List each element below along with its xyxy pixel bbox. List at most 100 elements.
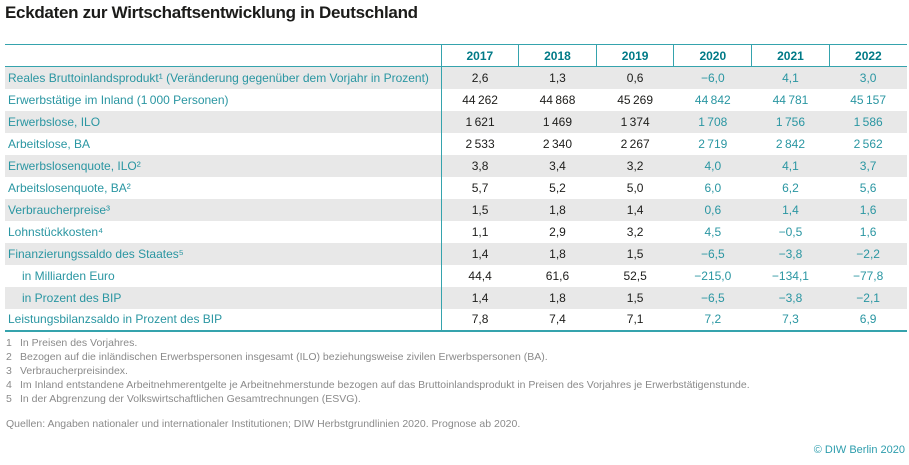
value-cell: 2 533 bbox=[465, 136, 495, 151]
value-cell: 5,6 bbox=[859, 180, 877, 195]
value-cell: 1,8 bbox=[549, 290, 566, 305]
value-cell: 4,0 bbox=[704, 158, 722, 173]
value-cell: 1,8 bbox=[549, 202, 566, 217]
footnote-line: 5 In der Abgrenzung der Volkswirtschaftli… bbox=[6, 392, 750, 406]
row-label: Erwerbstätige im Inland (1 000 Personen) bbox=[5, 88, 442, 111]
value-cell: 1 621 bbox=[465, 114, 495, 129]
value-cell: 44,4 bbox=[468, 268, 492, 283]
footnote-line: 3 Verbraucherpreisindex. bbox=[6, 364, 750, 378]
value-cell: 7,3 bbox=[751, 308, 830, 332]
value-cell: 6,2 bbox=[782, 180, 799, 195]
row-label: Leistungsbilanzsaldo in Prozent des BIP bbox=[5, 308, 442, 332]
page-title: Eckdaten zur Wirtschaftsentwicklung in D… bbox=[5, 3, 418, 22]
value-cell: −3,8 bbox=[778, 290, 803, 305]
footnote-number: 2 bbox=[6, 351, 12, 363]
value-cell: −2,1 bbox=[856, 290, 880, 305]
row-label: Reales Bruttoinlandsprodukt¹ (Veränderun… bbox=[5, 66, 442, 89]
footnote-text: In der Abgrenzung der Volkswirtschaftlic… bbox=[20, 393, 361, 405]
value-cell: 1 756 bbox=[775, 114, 805, 129]
table-row: Erwerbslosenquote, ILO² 3,8 3,4 3,2 4,0 4,1 3,… bbox=[5, 154, 907, 177]
table-row: Verbraucherpreise³ 1,5 1,8 1,4 0,6 1,4 1,6 bbox=[5, 198, 907, 221]
footnote-number: 5 bbox=[6, 393, 12, 405]
year-column-header: 2019 bbox=[595, 44, 674, 67]
value-cell: 3,0 bbox=[859, 70, 877, 85]
table-row: Finanzierungssaldo des Staates⁵ 1,4 1,8 1,5… bbox=[5, 242, 907, 265]
value-cell: 6,9 bbox=[829, 308, 907, 332]
value-cell: 5,0 bbox=[626, 180, 644, 195]
value-cell: 1,4 bbox=[471, 290, 489, 305]
footnote-text: Im Inland entstandene Arbeitnehmerentgel… bbox=[20, 379, 750, 391]
year-column-header: 2021 bbox=[751, 44, 830, 67]
value-cell: 44 262 bbox=[462, 92, 498, 107]
value-cell: 44 781 bbox=[772, 92, 809, 107]
value-cell: 3,2 bbox=[626, 158, 644, 173]
value-cell: −0,5 bbox=[778, 224, 803, 239]
row-label: Arbeitslose, BA bbox=[5, 132, 442, 155]
row-label: Finanzierungssaldo des Staates⁵ bbox=[5, 242, 442, 265]
table-row: Reales Bruttoinlandsprodukt¹ (Veränderun… bbox=[5, 66, 907, 89]
value-cell: 1 586 bbox=[853, 114, 883, 129]
value-cell: 4,5 bbox=[704, 224, 722, 239]
year-column-header: 2020 bbox=[673, 44, 752, 67]
value-cell: 7,2 bbox=[673, 308, 752, 332]
value-cell: 3,8 bbox=[471, 158, 489, 173]
value-cell: 2 842 bbox=[775, 136, 805, 151]
row-label: Erwerbslosenquote, ILO² bbox=[5, 154, 442, 177]
value-cell: −2,2 bbox=[856, 246, 880, 261]
value-cell: −6,0 bbox=[700, 70, 725, 85]
value-cell: 2 562 bbox=[853, 136, 883, 151]
eckdaten-table: 2017 2018 2019 2020 2021 2022 Reales Bruttoin… bbox=[5, 44, 907, 332]
footnote-number: 3 bbox=[6, 365, 12, 377]
row-label: Lohnstückkosten⁴ bbox=[5, 220, 442, 243]
value-cell: 0,6 bbox=[704, 202, 722, 217]
year-column-header: 2022 bbox=[828, 44, 907, 67]
value-cell: 45 157 bbox=[850, 92, 887, 107]
value-cell: 2,6 bbox=[471, 70, 489, 85]
table-row: in Milliarden Euro 44,4 61,6 52,5 −215,0 −134… bbox=[5, 264, 907, 287]
value-cell: 0,6 bbox=[626, 70, 644, 85]
footnote-text: Verbraucherpreisindex. bbox=[20, 365, 128, 377]
year-column-header: 2017 bbox=[440, 44, 519, 67]
table-row: in Prozent des BIP 1,4 1,8 1,5 −6,5 −3,8 −2,1 bbox=[5, 286, 907, 309]
footnote-number: 4 bbox=[6, 379, 12, 391]
value-cell: −215,0 bbox=[694, 268, 732, 283]
row-label: in Prozent des BIP bbox=[5, 286, 442, 309]
value-cell: 1,1 bbox=[471, 224, 489, 239]
footnote-number: 1 bbox=[6, 337, 12, 349]
footnote-line: 1 In Preisen des Vorjahres. bbox=[6, 336, 750, 350]
value-cell: 3,4 bbox=[549, 158, 566, 173]
value-cell: 1,6 bbox=[859, 202, 877, 217]
value-cell: 2 340 bbox=[542, 136, 573, 151]
value-cell: 1,5 bbox=[471, 202, 489, 217]
value-cell: 1,5 bbox=[626, 246, 644, 261]
table-row: Arbeitslose, BA 2 533 2 340 2 267 2 719 2 842… bbox=[5, 132, 907, 155]
value-cell: 5,7 bbox=[471, 180, 489, 195]
value-cell: 7,4 bbox=[518, 308, 597, 332]
table-row: Leistungsbilanzsaldo in Prozent des BIP 7… bbox=[5, 308, 907, 332]
value-cell: 1,5 bbox=[626, 290, 644, 305]
value-cell: 1 469 bbox=[542, 114, 573, 129]
table-body: Reales Bruttoinlandsprodukt¹ (Veränderun… bbox=[5, 66, 907, 332]
value-cell: 2 719 bbox=[698, 136, 728, 151]
footnote-text: In Preisen des Vorjahres. bbox=[20, 337, 138, 349]
value-cell: 3,2 bbox=[626, 224, 644, 239]
value-cell: 44 868 bbox=[539, 92, 576, 107]
value-cell: 1,4 bbox=[471, 246, 489, 261]
value-cell: −77,8 bbox=[852, 268, 884, 283]
table-head: 2017 2018 2019 2020 2021 2022 bbox=[5, 44, 907, 67]
footnote-line: 4 Im Inland entstandene Arbeitnehmerentge… bbox=[6, 378, 750, 392]
value-cell: 4,1 bbox=[782, 70, 799, 85]
footnote-text: Bezogen auf die inländischen Erwerbspers… bbox=[20, 351, 548, 363]
value-cell: 61,6 bbox=[545, 268, 570, 283]
value-cell: 6,0 bbox=[704, 180, 722, 195]
value-cell: 7,8 bbox=[441, 308, 519, 332]
value-cell: 44 842 bbox=[694, 92, 731, 107]
row-label: Verbraucherpreise³ bbox=[5, 198, 442, 221]
corner-header-cell bbox=[5, 44, 442, 67]
value-cell: 1 374 bbox=[620, 114, 650, 129]
footnotes: 1 In Preisen des Vorjahres. 2 Bezogen auf d… bbox=[6, 336, 750, 406]
value-cell: −3,8 bbox=[778, 246, 803, 261]
value-cell: 1,6 bbox=[859, 224, 877, 239]
table-header-row: 2017 2018 2019 2020 2021 2022 bbox=[5, 44, 907, 67]
